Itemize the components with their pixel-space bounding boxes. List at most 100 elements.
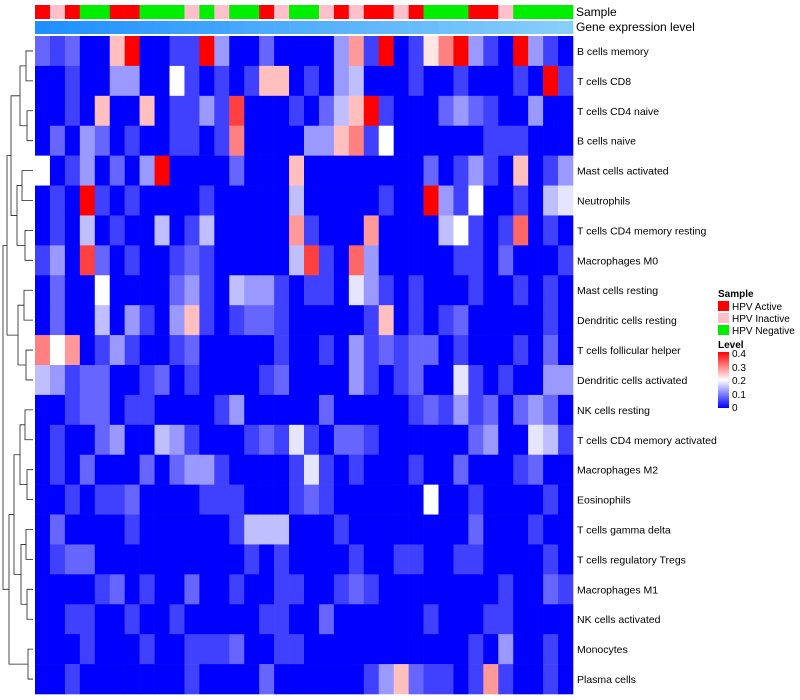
heatmap-cell xyxy=(528,514,544,545)
heatmap-cell xyxy=(468,424,484,456)
heatmap-cell xyxy=(543,155,559,186)
heatmap-cell xyxy=(94,604,111,635)
heatmap-cell xyxy=(214,574,230,605)
heatmap-cell xyxy=(289,365,305,396)
heatmap-cell xyxy=(513,514,529,545)
heatmap-cell xyxy=(94,155,111,186)
heatmap-cell xyxy=(244,305,260,336)
heatmap-cell xyxy=(244,125,260,156)
row-label: NK cells resting xyxy=(577,405,650,417)
sample-annotation-cell xyxy=(393,5,409,19)
heatmap-cell xyxy=(363,305,380,336)
row-label: Neutrophils xyxy=(577,196,630,208)
sample-annotation-cell xyxy=(363,5,380,19)
sample-annotation-cell xyxy=(35,5,51,19)
heatmap-cell xyxy=(259,514,275,545)
expression-annotation-cell xyxy=(199,21,215,34)
heatmap-cell xyxy=(543,574,559,605)
sample-annotation-cell xyxy=(423,5,439,19)
heatmap-cell xyxy=(79,335,96,366)
heatmap-cell xyxy=(438,335,454,366)
heatmap-cell xyxy=(289,245,305,276)
row-label: Plasma cells xyxy=(577,674,636,686)
heatmap-cell xyxy=(49,424,66,456)
sample-annotation-cell xyxy=(124,5,140,19)
heatmap-cell xyxy=(274,514,290,545)
heatmap-cell xyxy=(378,125,394,156)
sample-annotation-cell xyxy=(184,5,200,19)
heatmap-cell xyxy=(35,365,51,396)
heatmap-cell xyxy=(244,544,260,575)
heatmap-cell xyxy=(528,185,544,216)
sample-annotation-cell xyxy=(94,5,111,19)
heatmap-cell xyxy=(169,365,185,396)
heatmap-cell xyxy=(94,245,111,276)
heatmap-cell xyxy=(35,394,51,426)
heatmap-cell xyxy=(453,365,469,396)
heatmap-cell xyxy=(229,65,245,97)
heatmap-cell xyxy=(35,245,51,276)
heatmap-cell xyxy=(438,634,454,665)
level-legend: Level 0.4 0.3 0.2 0.1 0 xyxy=(718,340,746,414)
heatmap-cell xyxy=(438,544,454,575)
expression-annotation-cell xyxy=(304,21,320,34)
heatmap-cell xyxy=(543,544,559,575)
heatmap-cell xyxy=(214,454,230,485)
heatmap-cell xyxy=(274,335,290,366)
heatmap-cell xyxy=(423,604,439,635)
heatmap-cell xyxy=(35,305,51,336)
heatmap-cell xyxy=(528,125,544,156)
heatmap-cell xyxy=(304,125,320,156)
heatmap-cell xyxy=(304,544,320,575)
heatmap-cell xyxy=(513,574,529,605)
heatmap-cell xyxy=(304,604,320,635)
heatmap-cell xyxy=(363,634,380,665)
heatmap-cell xyxy=(363,365,380,396)
heatmap-cell xyxy=(169,394,185,426)
heatmap-cell xyxy=(169,185,185,216)
heatmap-cell xyxy=(393,155,409,186)
legend-label-hpv-active: HPV Active xyxy=(732,302,782,313)
heatmap-cell xyxy=(543,65,559,97)
sample-annotation-cell xyxy=(169,5,185,19)
sample-annotation-cell xyxy=(378,5,394,19)
heatmap-cell xyxy=(483,245,499,276)
heatmap-cell xyxy=(363,245,380,276)
sample-annotation-cell xyxy=(229,5,245,19)
row-label: T cells gamma delta xyxy=(577,525,671,537)
heatmap-cell xyxy=(64,65,81,97)
heatmap-cell xyxy=(333,664,350,695)
row-label: T cells CD8 xyxy=(577,76,631,88)
heatmap-cell xyxy=(35,634,51,665)
heatmap-cell xyxy=(513,394,529,426)
heatmap-cell xyxy=(199,335,215,366)
heatmap-cell xyxy=(423,484,439,515)
heatmap-cell xyxy=(378,454,394,485)
heatmap-cell xyxy=(304,155,320,186)
heatmap-cell xyxy=(423,125,439,156)
heatmap-cell xyxy=(199,574,215,605)
heatmap-cell xyxy=(244,275,260,306)
expression-annotation-cell xyxy=(333,21,350,34)
heatmap-cell xyxy=(94,275,111,306)
heatmap-cell xyxy=(453,424,469,456)
heatmap-cell xyxy=(348,305,365,336)
heatmap-cell xyxy=(483,275,499,306)
heatmap-cell xyxy=(79,245,96,276)
heatmap-cell xyxy=(199,424,215,456)
row-label: T cells regulatory Tregs xyxy=(577,554,686,566)
heatmap-cell xyxy=(423,95,439,127)
heatmap-cell xyxy=(169,125,185,156)
heatmap-cell xyxy=(423,634,439,665)
heatmap-cell xyxy=(229,95,245,127)
expression-annotation-cell xyxy=(79,21,96,34)
heatmap-cell xyxy=(453,544,469,575)
heatmap-cell xyxy=(259,335,275,366)
heatmap-cell xyxy=(49,365,66,396)
heatmap-cell xyxy=(468,36,484,67)
heatmap-cell xyxy=(109,95,125,127)
heatmap-cell xyxy=(408,125,424,156)
dendrogram-branch xyxy=(23,289,33,321)
heatmap-cell xyxy=(79,155,96,186)
sample-annotation-cell xyxy=(438,5,454,19)
